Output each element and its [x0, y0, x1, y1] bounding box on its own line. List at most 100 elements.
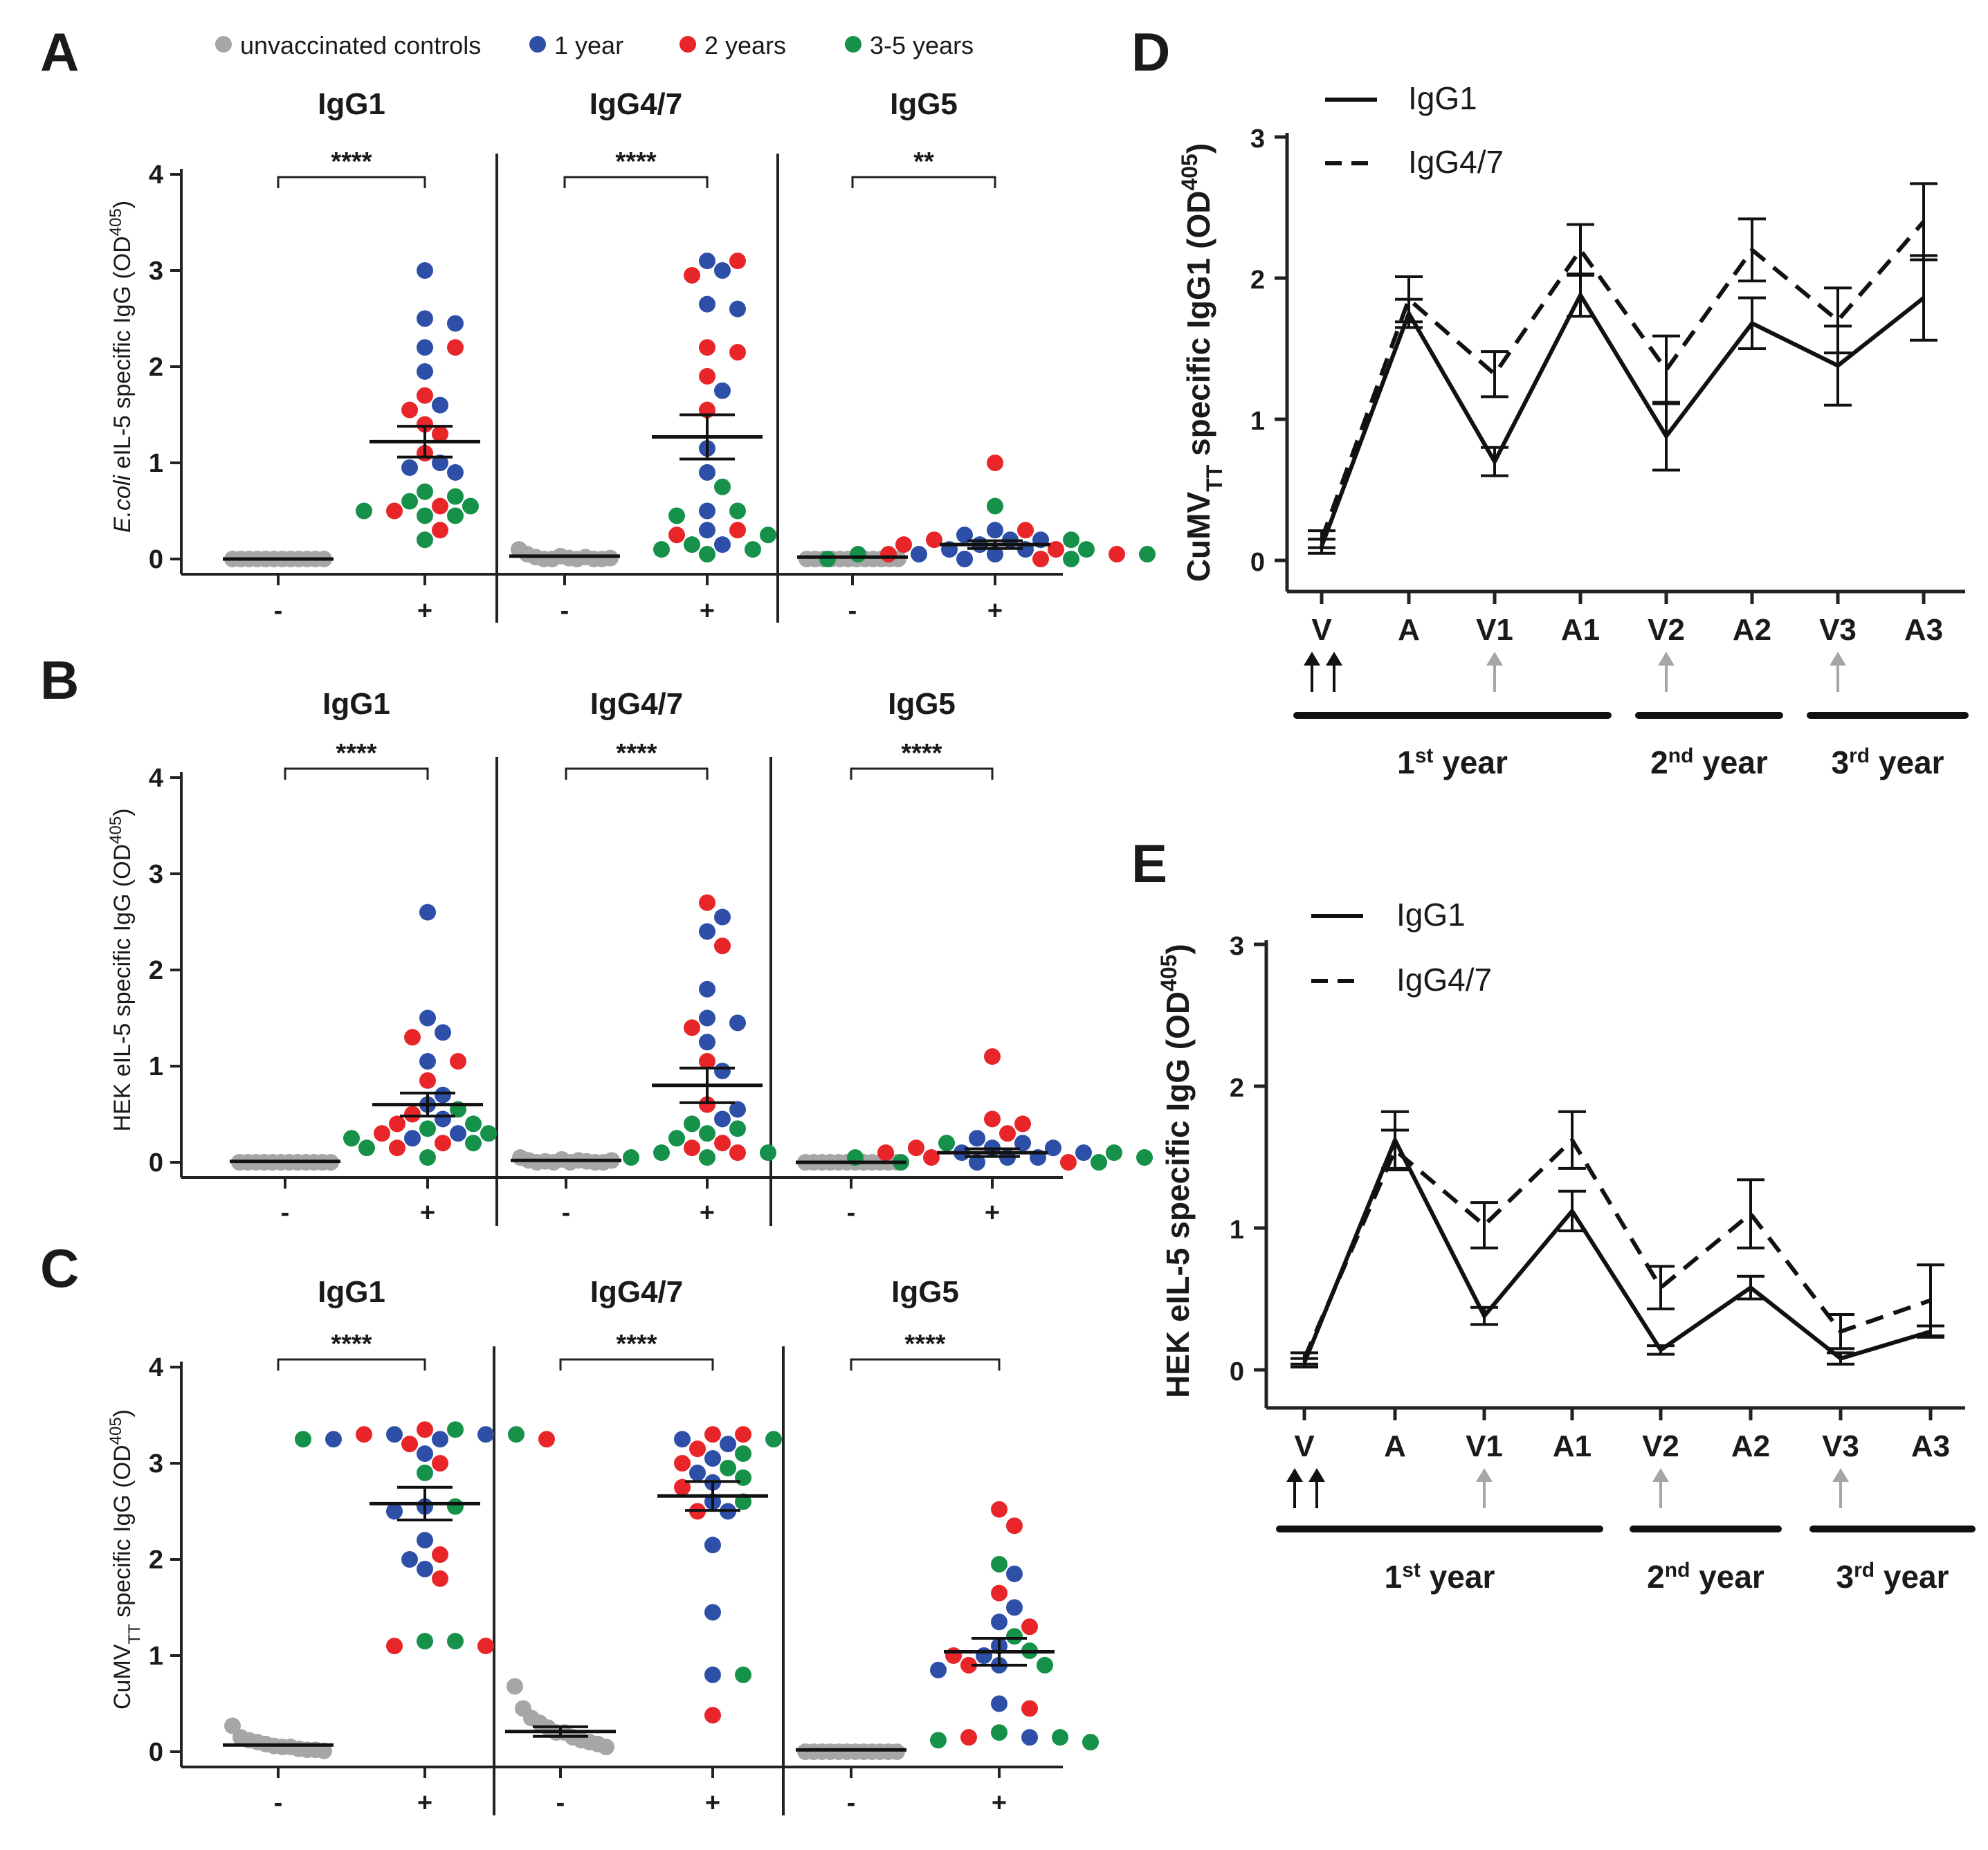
x-tick-label-v1: V1: [1476, 613, 1513, 647]
data-point-unvaccinated: [507, 1678, 523, 1695]
data-point-2-years: [991, 1501, 1007, 1518]
x-tick-label-positive: +: [420, 1198, 435, 1227]
data-point-2-years: [417, 1421, 433, 1438]
data-point-1-year: [432, 455, 448, 471]
data-point-1-year: [477, 1426, 494, 1443]
legend-label-igg1: IgG1: [1396, 897, 1466, 933]
data-point-2-years: [404, 1106, 421, 1123]
data-point-2-years: [926, 531, 942, 549]
data-point-2-years: [389, 1115, 405, 1133]
data-point-3-5-years: [987, 497, 1003, 515]
data-point-1-year: [956, 526, 973, 544]
data-point-1-year: [714, 262, 731, 279]
vaccination-arrow-head: [1476, 1468, 1493, 1482]
panel-letter-a: A: [40, 21, 79, 82]
data-point-2-years: [538, 1431, 555, 1448]
data-point-2-years: [729, 522, 746, 539]
y-tick-label: 0: [149, 1738, 163, 1767]
data-point-3-5-years: [653, 541, 670, 558]
data-point-1-year: [447, 464, 464, 481]
data-point-2-years: [999, 1125, 1016, 1142]
y-tick-label: 3: [149, 860, 163, 889]
data-point-1-year: [432, 1431, 448, 1448]
data-point-1-year: [911, 546, 927, 563]
data-point-2-years: [356, 1426, 372, 1443]
data-point-2-years: [735, 1426, 751, 1443]
group-title-igg4-7: IgG4/7: [590, 1275, 684, 1309]
data-point-1-year: [720, 1436, 736, 1453]
data-point-1-year: [969, 1154, 985, 1171]
data-point-2-years: [1048, 541, 1064, 558]
data-point-3-5-years: [684, 536, 700, 553]
x-tick-label-v1: V1: [1466, 1429, 1503, 1463]
data-point-3-5-years: [1082, 1734, 1099, 1751]
data-point-3-5-years: [447, 1633, 464, 1650]
significance-stars: ****: [904, 1330, 945, 1359]
data-point-3-5-years: [356, 502, 372, 520]
data-point-2-years: [729, 344, 746, 361]
significance-bracket: [284, 767, 429, 780]
data-point-2-years: [432, 497, 448, 515]
year-label: 1st year: [1385, 1559, 1495, 1595]
data-point-1-year: [417, 1532, 433, 1549]
data-point-3-5-years: [1078, 541, 1095, 558]
data-point-1-year: [714, 382, 731, 399]
y-tick-label: 1: [1230, 1216, 1244, 1245]
data-point-1-year: [435, 1024, 451, 1041]
legend-label-2-years: 2 years: [704, 31, 786, 59]
data-point-3-5-years: [447, 1498, 464, 1515]
y-tick-label: 0: [1250, 548, 1265, 577]
vaccination-arrow-head: [1652, 1468, 1669, 1482]
data-point-1-year: [386, 1503, 403, 1520]
data-point-1-year: [1006, 1565, 1023, 1582]
data-point-3-5-years: [684, 1115, 700, 1133]
group-title-igg4-7: IgG4/7: [590, 687, 684, 721]
series-line-igg1: [1302, 1135, 1931, 1364]
x-tick-label-negative: -: [556, 1788, 565, 1817]
significance-stars: ****: [331, 147, 372, 176]
data-point-1-year: [417, 363, 433, 380]
data-point-1-year: [435, 1086, 451, 1103]
x-tick-label-positive: +: [985, 1198, 1000, 1227]
data-point-2-years: [417, 387, 433, 404]
data-point-3-5-years: [1091, 1154, 1107, 1171]
data-point-2-years: [991, 1584, 1007, 1602]
data-point-1-year: [699, 1009, 715, 1027]
data-point-1-year: [729, 1014, 746, 1032]
data-point-2-years: [1021, 1618, 1038, 1636]
data-point-3-5-years: [358, 1139, 375, 1157]
data-point-1-year: [976, 1647, 992, 1664]
data-point-3-5-years: [1106, 1144, 1122, 1162]
data-point-2-years: [699, 1053, 715, 1070]
data-point-3-5-years: [735, 1666, 751, 1683]
data-point-3-5-years: [1052, 1729, 1068, 1746]
legend: unvaccinated controls 1 year 2 years 3-5…: [215, 31, 974, 59]
data-point-3-5-years: [1037, 1656, 1053, 1674]
legend-marker-3-5-years: [845, 36, 861, 53]
vaccination-arrow-head: [1830, 652, 1846, 666]
x-tick-label-a3: A3: [1904, 613, 1943, 647]
data-point-1-year: [1045, 1139, 1061, 1157]
data-point-3-5-years: [1063, 551, 1079, 567]
y-tick-label: 3: [1250, 125, 1265, 154]
data-point-2-years: [1014, 1115, 1031, 1133]
data-point-2-years: [877, 1144, 894, 1162]
data-point-2-years: [668, 526, 685, 544]
data-point-2-years: [684, 1019, 700, 1036]
data-point-3-5-years: [699, 1125, 715, 1142]
data-point-2-years: [401, 401, 418, 419]
data-point-2-years: [432, 522, 448, 539]
data-point-1-year: [401, 1551, 418, 1568]
y-axis-label: E.coli eIL-5 specific IgG (OD405): [107, 201, 136, 533]
data-point-1-year: [699, 980, 715, 998]
significance-bracket: [851, 176, 996, 188]
data-point-3-5-years: [1136, 1149, 1153, 1166]
data-point-1-year: [386, 1426, 403, 1443]
data-point-1-year: [699, 923, 715, 940]
x-tick-label-a: A: [1384, 1429, 1406, 1463]
x-tick-label-a2: A2: [1731, 1429, 1770, 1463]
data-point-1-year: [417, 310, 433, 327]
x-tick-label-a1: A1: [1553, 1429, 1592, 1463]
vaccination-arrow-head: [1286, 1468, 1303, 1482]
data-point-2-years: [880, 546, 897, 563]
